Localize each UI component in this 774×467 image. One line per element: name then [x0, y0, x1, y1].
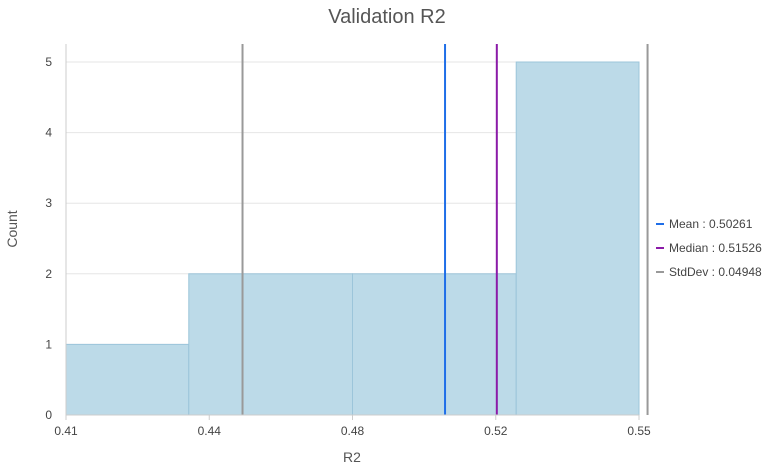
x-tick-label: 0.55	[627, 424, 651, 438]
histogram-bars	[65, 61, 640, 416]
x-tick-label: 0.41	[54, 424, 78, 438]
y-tick-labels: 0 1 2 3 4 5	[45, 55, 52, 422]
y-tick-label: 2	[45, 267, 52, 281]
legend-item: Median : 0.51526	[656, 241, 762, 255]
y-axis-label: Count	[4, 210, 20, 247]
y-tick-label: 5	[45, 55, 52, 69]
legend-label: Median : 0.51526	[669, 241, 762, 255]
x-tick-label: 0.44	[198, 424, 222, 438]
legend: Mean : 0.50261 Median : 0.51526 StdDev : 0…	[656, 217, 762, 279]
y-tick-label: 3	[45, 196, 52, 210]
x-tick-label: 0.52	[484, 424, 508, 438]
legend-label: StdDev : 0.04948	[669, 265, 762, 279]
y-tick-label: 4	[45, 126, 52, 140]
y-tick-label: 0	[45, 408, 52, 422]
legend-label: Mean : 0.50261	[669, 217, 753, 231]
histogram-bar-0	[65, 343, 190, 416]
legend-item: StdDev : 0.04948	[656, 265, 762, 279]
legend-item: Mean : 0.50261	[656, 217, 753, 231]
reference-lines	[241, 44, 649, 415]
y-tick-label: 1	[45, 337, 52, 351]
histogram-bar-3	[515, 61, 640, 416]
x-axis-label: R2	[343, 449, 361, 465]
x-tick-label: 0.48	[341, 424, 365, 438]
histogram-bar-2	[352, 273, 517, 416]
histogram-bar-1	[188, 273, 353, 416]
x-tick-labels: 0.41 0.44 0.48 0.52 0.55	[54, 415, 651, 438]
chart-title: Validation R2	[328, 6, 445, 28]
